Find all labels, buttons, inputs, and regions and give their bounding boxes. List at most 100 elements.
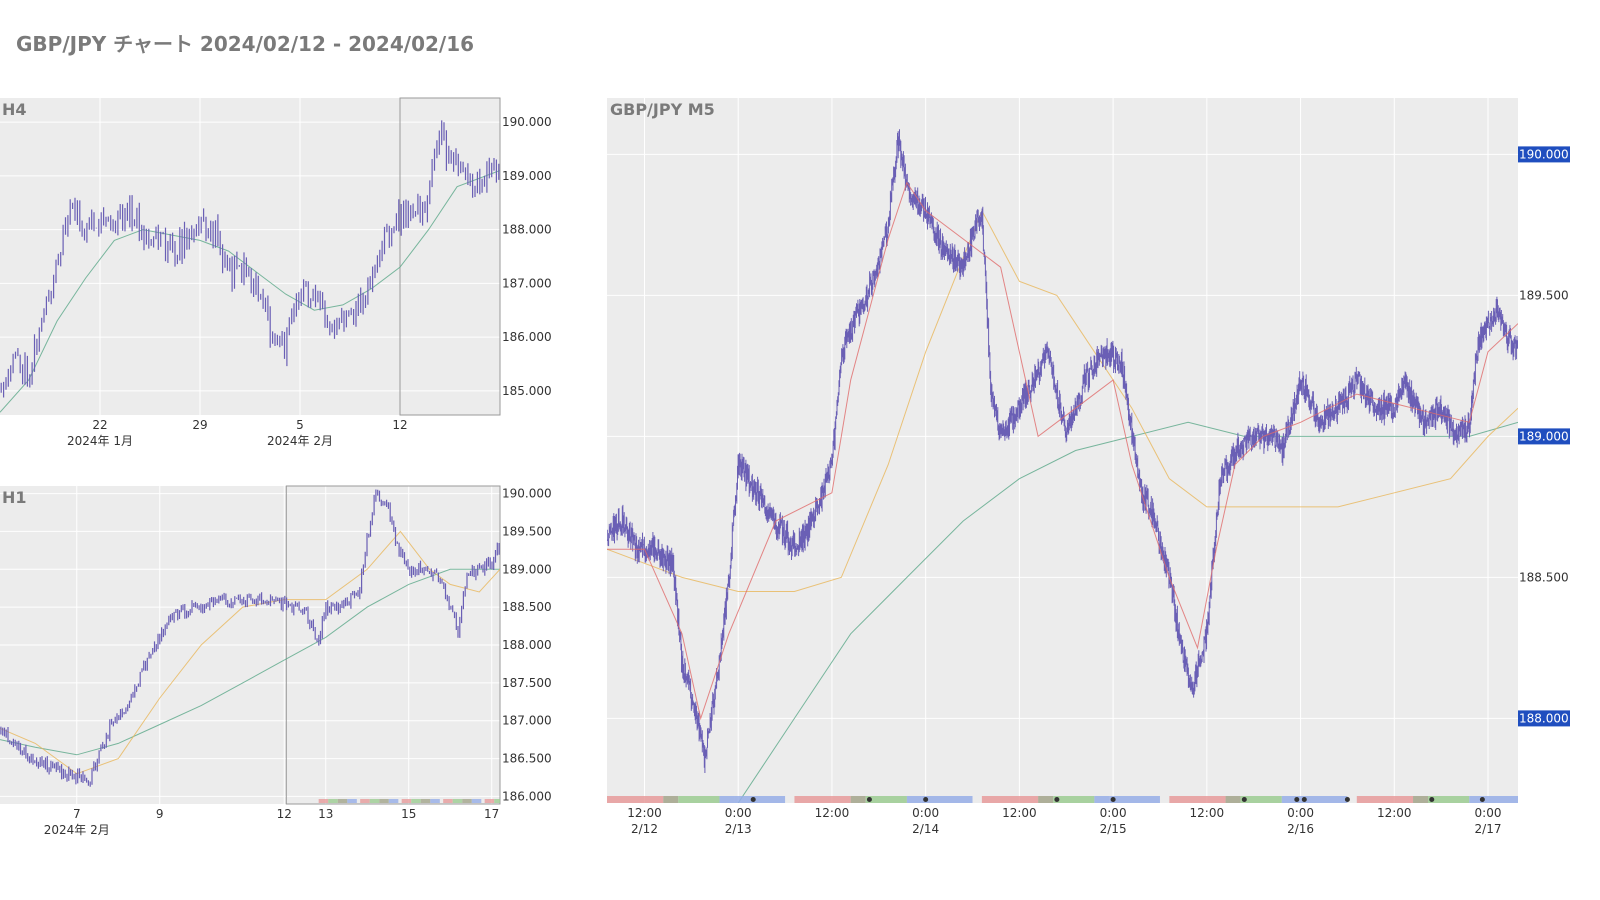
h1-x-tick-label: 12 (277, 807, 292, 821)
h1-session-bar (369, 799, 380, 803)
m5-event-marker (1429, 797, 1435, 802)
m5-x-tick-label: 12:00 (1190, 806, 1225, 820)
m5-event-marker (1301, 797, 1307, 802)
m5-event-marker (1294, 797, 1300, 802)
h1-session-bar (360, 799, 370, 803)
h4-panel-title: H4 (2, 100, 27, 119)
m5-series-group (607, 129, 1518, 803)
m5-x-tick-label: 12:00 (815, 806, 850, 820)
m5-x-tick-label: 12:00 (1377, 806, 1412, 820)
m5-event-marker (1241, 797, 1247, 802)
h1-session-bar (443, 799, 453, 803)
h1-session-bar (462, 799, 472, 803)
h1-session-bar (318, 799, 329, 803)
m5-price-badge (1518, 428, 1570, 445)
h4-y-tick-label: 185.000 (502, 384, 552, 398)
h4-x-tick-sublabel: 2024年 1月 (67, 434, 133, 448)
m5-session-bar (865, 796, 907, 803)
m5-session-bar (1053, 796, 1095, 803)
h4-x-tick-label: 5 (296, 418, 304, 432)
m5-session-bar (1109, 796, 1160, 803)
h4-x-tick-sublabel: 2024年 2月 (267, 434, 333, 448)
m5-y-tick-label: 188.500 (1519, 570, 1569, 584)
h1-session-bar (347, 799, 357, 803)
m5-x-tick-sublabel: 2/17 (1475, 822, 1502, 836)
m5-session-bar (1281, 796, 1297, 803)
h1-session-bar (337, 799, 348, 803)
m5-session-bar (981, 796, 1039, 803)
m5-session-bar (678, 796, 720, 803)
h1-session-bar (401, 799, 412, 803)
m5-ma-orange-line (607, 209, 1518, 592)
m5-session-bar (1484, 796, 1518, 803)
m5-x-tick-sublabel: 2/14 (912, 822, 939, 836)
m5-x-tick-label: 0:00 (1475, 806, 1502, 820)
h1-session-bar (471, 799, 482, 803)
m5-session-bar (1169, 796, 1226, 803)
h1-series-group (0, 489, 500, 803)
m5-y-tick-label: 189.500 (1519, 288, 1569, 302)
m5-panel-title: GBP/JPY M5 (610, 100, 715, 119)
m5-session-bar (607, 796, 664, 803)
m5-session-bar (1225, 796, 1241, 803)
m5-x-tick-label: 0:00 (1100, 806, 1127, 820)
h4-y-tick-label: 188.000 (502, 223, 552, 237)
m5-event-marker (1110, 797, 1116, 802)
m5-x-tick-label: 12:00 (627, 806, 662, 820)
m5-session-bar (794, 796, 851, 803)
m5-x-tick-label: 0:00 (725, 806, 752, 820)
m5-event-marker (1344, 797, 1350, 802)
m5-x-tick-label: 0:00 (912, 806, 939, 820)
panel-h1: 190.000 189.500 189.000 188.500 188.000 187.5… (0, 485, 552, 837)
h1-x-tick-label: 17 (484, 807, 499, 821)
h1-session-bar (452, 799, 463, 803)
m5-x-tick-sublabel: 2/12 (631, 822, 658, 836)
m5-event-marker (923, 797, 929, 802)
h1-y-tick-label: 186.500 (502, 752, 552, 766)
h1-session-bar (411, 799, 421, 803)
m5-session-bar (921, 796, 973, 803)
h1-session-bar (328, 799, 338, 803)
h4-plot-area (0, 98, 500, 415)
m5-y-tick-label: 189.000 (1519, 429, 1569, 443)
h1-session-bar (420, 799, 431, 803)
h4-x-tick-label: 22 (92, 418, 107, 432)
h1-session-bar (430, 799, 440, 803)
m5-session-bar (1240, 796, 1282, 803)
h1-y-tick-label: 188.000 (502, 638, 552, 652)
m5-session-bar (1296, 796, 1348, 803)
h1-panel-title: H1 (2, 488, 27, 507)
page-title: GBP/JPY チャート 2024/02/12 - 2024/02/16 (16, 32, 475, 56)
h1-session-bar (494, 799, 500, 803)
h4-x-tick-label: 29 (192, 418, 207, 432)
h1-session-bar (484, 799, 495, 803)
m5-session-bar (906, 796, 922, 803)
h4-y-tick-label: 190.000 (502, 115, 552, 129)
m5-price-badge (1518, 146, 1570, 163)
h1-candles (0, 489, 500, 787)
m5-ma-red-line (607, 181, 1518, 721)
m5-price-badge (1518, 710, 1570, 727)
m5-session-bar (1469, 796, 1485, 803)
h4-x-tick-label: 12 (392, 418, 407, 432)
m5-x-tick-sublabel: 2/15 (1100, 822, 1127, 836)
m5-session-bar (719, 796, 735, 803)
h1-x-tick-sublabel: 2024年 2月 (44, 823, 110, 837)
h1-y-tick-label: 189.000 (502, 562, 552, 576)
h1-y-tick-label: 187.000 (502, 714, 552, 728)
h1-zoom-highlight (285, 485, 501, 805)
h1-y-tick-label: 188.500 (502, 600, 552, 614)
h1-ma-green-line (0, 568, 500, 756)
panel-h4: 190.000 189.000 188.000 187.000 186.000 185.0… (0, 97, 552, 448)
m5-session-bar (1094, 796, 1110, 803)
m5-plot-area (607, 98, 1518, 803)
m5-session-bar (734, 796, 786, 803)
panel-m5: 190.000 189.500 189.000 188.500 188.000 12:00… (607, 98, 1570, 836)
m5-session-bar (850, 796, 866, 803)
m5-session-bar (1413, 796, 1429, 803)
m5-candles (607, 129, 1518, 773)
h4-y-tick-label: 189.000 (502, 169, 552, 183)
m5-session-bar (1038, 796, 1054, 803)
h1-session-bar (379, 799, 389, 803)
h1-y-tick-label: 186.000 (502, 789, 552, 803)
